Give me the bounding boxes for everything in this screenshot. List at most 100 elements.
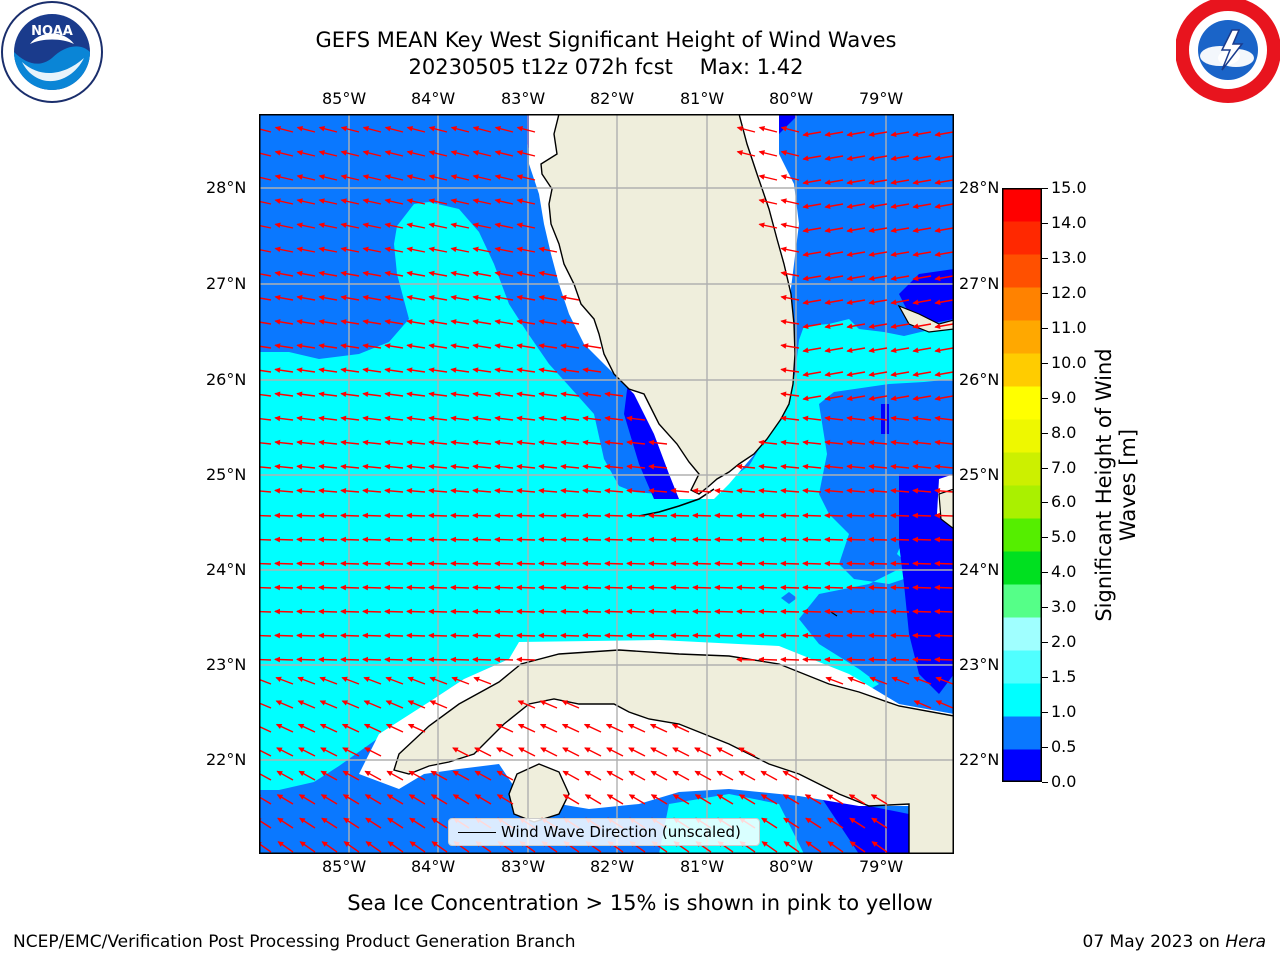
wind-wave-arrowhead [318, 270, 325, 277]
wind-wave-arrowhead [626, 463, 633, 470]
wind-wave-arrowhead [494, 463, 501, 470]
colorbar-tick-mark [1042, 432, 1048, 434]
wind-wave-arrowhead [692, 512, 699, 519]
wind-wave-arrowhead [408, 770, 415, 777]
wind-wave-arrowhead [362, 415, 369, 422]
cay-sal [830, 611, 838, 617]
wind-wave-arrowhead [472, 270, 479, 277]
wind-wave-arrowhead [428, 391, 435, 398]
wind-wave-arrowhead [934, 131, 941, 138]
wind-wave-arrowhead [342, 770, 349, 777]
wind-wave-arrowhead [604, 560, 611, 567]
wind-wave-arrowhead [538, 560, 545, 567]
wind-wave-arrowhead [626, 439, 633, 446]
wind-wave-arrowhead [846, 488, 853, 494]
wind-wave-arrowhead [758, 174, 765, 180]
wind-wave-arrowhead [407, 723, 415, 730]
wave-height-map [259, 114, 954, 854]
wind-wave-arrowhead [824, 371, 831, 378]
wind-wave-arrowhead [387, 841, 394, 847]
wind-wave-arrowhead [780, 270, 787, 277]
wind-wave-arrowhead [517, 700, 525, 706]
wind-wave-arrowhead [846, 512, 853, 519]
wind-wave-arrowhead [758, 560, 765, 567]
wind-wave-arrowhead [606, 770, 613, 777]
wind-wave-arrowhead [296, 656, 303, 663]
wind-wave-arrowhead [736, 150, 743, 156]
wind-wave-arrowhead [516, 198, 523, 204]
colorbar-tick-mark [1042, 292, 1048, 294]
wind-wave-arrowhead [868, 323, 875, 330]
wind-wave-arrowhead [297, 700, 305, 706]
wind-wave-arrowhead [694, 794, 702, 800]
colorbar-tick-label: 13.0 [1051, 247, 1087, 267]
wind-wave-arrowhead [319, 700, 327, 706]
wind-wave-arrowhead [560, 391, 567, 398]
wind-wave-arrowhead [869, 676, 876, 682]
wind-wave-arrowhead [626, 608, 633, 615]
wind-wave-arrowhead [736, 125, 744, 132]
wind-wave-arrowhead [805, 817, 812, 824]
wave-band-0-05-nw-bay [899, 269, 954, 324]
wind-wave-arrowhead [736, 512, 743, 519]
colorbar-tick-mark [1042, 188, 1048, 189]
lat-label-left-22n: 22°N [206, 750, 247, 769]
wind-wave-arrowhead [582, 632, 589, 639]
wind-wave-arrowhead [340, 463, 347, 470]
wind-wave-arrowhead [738, 770, 745, 777]
wind-wave-arrowhead [298, 794, 306, 800]
wind-wave-arrowhead [868, 536, 875, 543]
wind-wave-arrowhead [758, 150, 765, 156]
wind-wave-arrowhead [868, 299, 875, 306]
wind-wave-arrowhead [494, 319, 501, 325]
colorbar-tick-label: 3.0 [1051, 597, 1077, 617]
wind-wave-arrowhead [428, 584, 435, 591]
wind-wave-arrowhead [362, 198, 369, 204]
wind-wave-arrowhead [362, 222, 369, 229]
wind-wave-arrowhead [274, 439, 281, 446]
wind-wave-arrowhead [760, 794, 768, 800]
colorbar-tick-label: 1.5 [1051, 667, 1077, 687]
wind-wave-arrowhead [494, 367, 501, 373]
colorbar-swatch [1002, 386, 1042, 420]
wind-wave-arrowhead [318, 488, 325, 494]
wind-wave-arrowhead [848, 794, 856, 800]
wind-wave-arrowhead [450, 174, 457, 180]
wind-wave-arrowhead [494, 415, 501, 422]
wind-wave-arrowhead [384, 536, 391, 543]
wind-wave-arrowhead [452, 770, 459, 777]
wind-wave-arrowhead [780, 294, 787, 301]
wind-wave-arrowhead [714, 608, 721, 615]
wind-wave-arrowhead [912, 395, 919, 402]
wind-wave-arrowhead [846, 560, 853, 567]
wind-wave-arrowhead [761, 817, 768, 824]
wind-wave-arrowhead [318, 463, 325, 470]
wind-wave-arrowhead [384, 174, 391, 180]
wind-wave-arrowhead [516, 391, 523, 398]
wind-wave-arrowhead [340, 415, 347, 422]
wind-wave-arrowhead [560, 463, 567, 470]
wind-wave-arrowhead [628, 747, 635, 753]
wind-wave-arrowhead [802, 512, 809, 519]
colorbar-swatch [1002, 749, 1042, 782]
wind-wave-arrowhead [824, 251, 831, 258]
wind-wave-arrowhead [626, 415, 633, 422]
wind-wave-arrowhead [626, 488, 633, 494]
lat-label-left-24n: 24°N [206, 560, 247, 579]
lon-label-bottom-83w: 83°W [501, 857, 546, 876]
wind-wave-arrowhead [494, 270, 501, 277]
wind-wave-arrowhead [274, 174, 281, 180]
wind-wave-arrowhead [341, 700, 349, 706]
wind-wave-arrowhead [384, 270, 391, 277]
wind-wave-arrowhead [912, 131, 919, 138]
wind-wave-arrowhead [780, 343, 787, 349]
wind-wave-arrowhead [450, 246, 457, 253]
wind-wave-arrowhead [274, 536, 281, 543]
wind-wave-arrowhead [516, 512, 523, 519]
wind-wave-arrowhead [406, 246, 413, 253]
wind-wave-arrowhead [780, 125, 788, 132]
wind-wave-arrowhead [934, 371, 941, 378]
wind-wave-arrowhead [868, 347, 875, 354]
wind-wave-arrowhead [560, 512, 567, 519]
wind-wave-arrowhead [431, 817, 438, 824]
